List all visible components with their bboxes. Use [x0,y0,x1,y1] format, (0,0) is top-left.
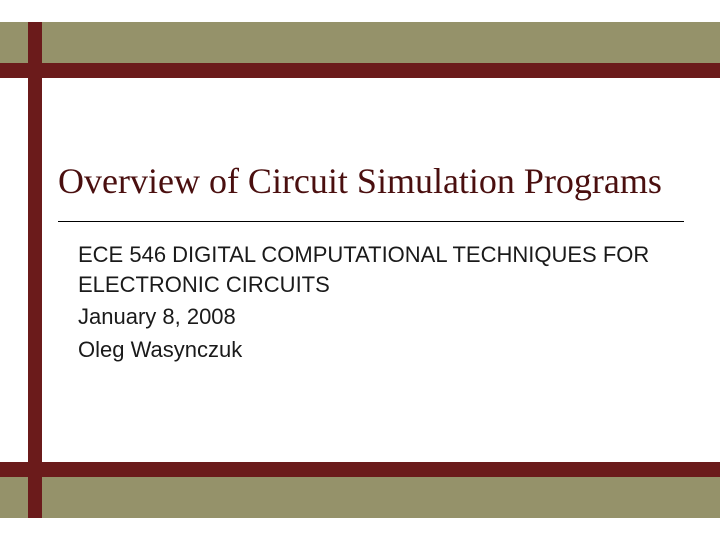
bottom-decorative-band [0,462,720,518]
presentation-date: January 8, 2008 [78,300,684,333]
bottom-maroon-stripe [0,462,720,477]
top-olive-stripe [0,22,720,63]
top-maroon-stripe [0,63,720,78]
subtitle-block: ECE 546 DIGITAL COMPUTATIONAL TECHNIQUES… [78,240,684,365]
bottom-olive-stripe [0,477,720,518]
top-decorative-band [0,22,720,78]
author-name: Oleg Wasynczuk [78,333,684,366]
slide-container: Overview of Circuit Simulation Programs … [0,0,720,540]
vertical-maroon-bar [28,22,42,518]
content-area: Overview of Circuit Simulation Programs … [58,160,684,366]
title-divider [58,221,684,222]
corner-square-marker [18,502,26,510]
slide-title: Overview of Circuit Simulation Programs [58,160,684,203]
course-name: ECE 546 DIGITAL COMPUTATIONAL TECHNIQUES… [78,240,684,299]
